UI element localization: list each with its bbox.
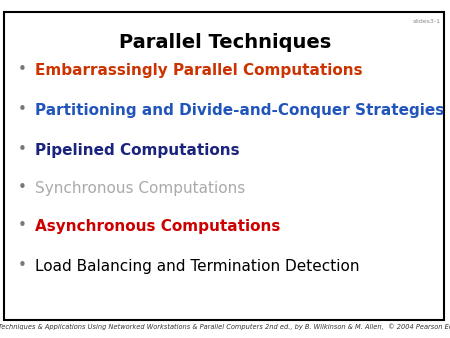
FancyBboxPatch shape bbox=[4, 12, 444, 320]
Text: •: • bbox=[18, 218, 27, 234]
Text: Partitioning and Divide-and-Conquer Strategies: Partitioning and Divide-and-Conquer Stra… bbox=[35, 102, 444, 118]
Text: •: • bbox=[18, 180, 27, 195]
Text: Embarrassingly Parallel Computations: Embarrassingly Parallel Computations bbox=[35, 63, 363, 77]
Text: Pipelined Computations: Pipelined Computations bbox=[35, 143, 239, 158]
Text: Asynchronous Computations: Asynchronous Computations bbox=[35, 218, 280, 234]
Text: slides3-1: slides3-1 bbox=[413, 19, 441, 24]
Text: Parallel Techniques: Parallel Techniques bbox=[119, 33, 331, 52]
Text: Synchronous Computations: Synchronous Computations bbox=[35, 180, 245, 195]
Text: •: • bbox=[18, 259, 27, 273]
Text: •: • bbox=[18, 63, 27, 77]
Text: •: • bbox=[18, 143, 27, 158]
Text: Load Balancing and Termination Detection: Load Balancing and Termination Detection bbox=[35, 259, 360, 273]
Text: Slides for Parallel Programming Techniques & Applications Using Networked Workst: Slides for Parallel Programming Techniqu… bbox=[0, 323, 450, 330]
Text: •: • bbox=[18, 102, 27, 118]
